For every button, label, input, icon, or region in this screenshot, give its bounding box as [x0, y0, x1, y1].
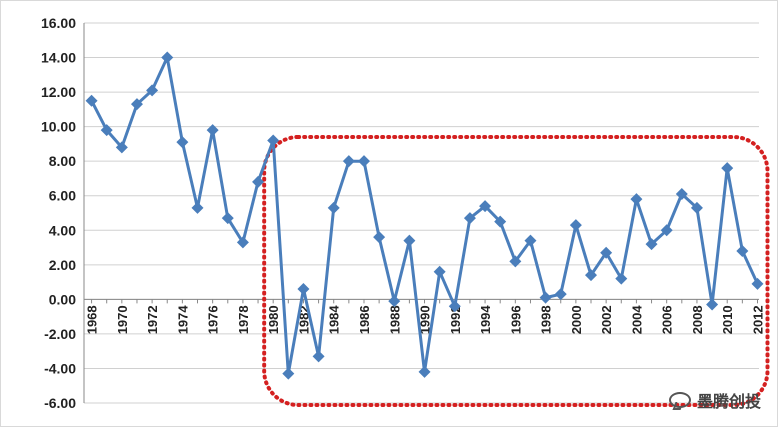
- y-tick-label: 0.00: [49, 291, 76, 307]
- series-layer: [85, 51, 764, 380]
- data-point-marker: [342, 155, 355, 168]
- data-point-marker: [100, 124, 113, 137]
- data-point-marker: [146, 84, 159, 97]
- data-point-marker: [373, 231, 386, 244]
- data-point-marker: [524, 234, 537, 247]
- data-point-marker: [130, 98, 143, 111]
- data-point-marker: [554, 288, 567, 301]
- x-tick-label: 1992: [448, 305, 463, 334]
- data-point-marker: [675, 188, 688, 200]
- y-axis-ticks: 16.00 14.00 12.00 10.00 8.00 6.00 4.00 2.00 0.00…: [41, 15, 76, 411]
- x-tick-label: 2012: [750, 305, 765, 334]
- data-point-marker: [585, 269, 598, 282]
- data-point-marker: [312, 350, 325, 363]
- data-point-marker: [615, 272, 628, 285]
- data-point-marker: [161, 51, 174, 64]
- x-tick-label: 1990: [418, 305, 433, 334]
- x-tick-label: 1998: [539, 305, 554, 334]
- data-point-marker: [509, 255, 522, 268]
- x-tick-label: 1970: [115, 305, 130, 334]
- x-axis-ticks: 1968 1970 1972 1974 1976 1978 1980 1982 1984 1986…: [85, 299, 765, 335]
- data-point-marker: [252, 175, 265, 188]
- data-point-marker: [751, 277, 764, 290]
- data-point-marker: [721, 162, 734, 175]
- x-tick-label: 2004: [629, 305, 644, 335]
- data-point-marker: [690, 201, 703, 214]
- y-tick-label: 4.00: [49, 222, 76, 238]
- data-point-marker: [282, 367, 295, 380]
- data-point-marker: [630, 193, 643, 206]
- gridlines: [83, 22, 759, 404]
- data-point-marker: [176, 136, 189, 149]
- x-tick-label: 1978: [236, 305, 251, 334]
- data-point-marker: [706, 298, 719, 311]
- data-point-marker: [433, 265, 446, 278]
- y-tick-label: -6.00: [44, 395, 76, 411]
- data-point-marker: [191, 201, 204, 214]
- y-tick-label: 8.00: [49, 153, 76, 169]
- data-point-marker: [357, 155, 370, 168]
- y-tick-label: 12.00: [41, 84, 76, 100]
- data-point-marker: [85, 94, 98, 107]
- data-point-marker: [463, 212, 476, 225]
- data-point-marker: [645, 238, 658, 251]
- x-tick-label: 1980: [266, 305, 281, 334]
- y-tick-label: 6.00: [49, 188, 76, 204]
- y-tick-label: 14.00: [41, 50, 76, 66]
- data-point-marker: [600, 246, 613, 259]
- data-point-marker: [206, 124, 219, 137]
- x-tick-label: 1986: [357, 305, 372, 334]
- x-tick-label: 2008: [690, 305, 705, 334]
- data-point-marker: [388, 295, 401, 308]
- data-point-marker: [221, 212, 234, 225]
- x-tick-label: 2010: [720, 305, 735, 334]
- data-point-marker: [327, 201, 340, 214]
- data-point-marker: [569, 219, 582, 232]
- x-tick-label: 1996: [508, 305, 523, 334]
- x-tick-label: 1968: [85, 305, 100, 334]
- highlight-region: [262, 135, 770, 407]
- x-tick-label: 1976: [206, 305, 221, 334]
- data-point-marker: [115, 141, 128, 154]
- y-tick-label: -4.00: [44, 360, 76, 376]
- x-tick-label: 2006: [660, 305, 675, 334]
- x-tick-label: 1994: [478, 305, 493, 335]
- x-tick-label: 1984: [327, 305, 342, 335]
- x-tick-label: 2002: [599, 305, 614, 334]
- x-tick-label: 1974: [175, 305, 190, 335]
- highlight-box: [262, 135, 770, 407]
- data-point-marker: [539, 291, 552, 304]
- y-tick-label: 10.00: [41, 119, 76, 135]
- data-point-marker: [418, 365, 431, 378]
- data-point-marker: [448, 300, 461, 313]
- data-point-marker: [236, 236, 249, 249]
- y-tick-label: 16.00: [41, 15, 76, 31]
- y-tick-label: -2.00: [44, 326, 76, 342]
- wechat-icon: [668, 392, 691, 408]
- x-tick-label: 2000: [569, 305, 584, 334]
- data-point-marker: [494, 215, 507, 228]
- y-tick-label: 2.00: [49, 257, 76, 273]
- x-tick-label: 1988: [387, 305, 402, 334]
- data-point-marker: [267, 134, 280, 147]
- watermark-text: 墨腾创投: [696, 394, 761, 411]
- data-point-marker: [403, 234, 416, 247]
- data-point-marker: [297, 283, 310, 295]
- watermark: 墨腾创投: [668, 388, 761, 412]
- x-tick-label: 1972: [145, 305, 160, 334]
- data-point-marker: [479, 200, 492, 213]
- data-point-marker: [660, 224, 673, 237]
- data-point-marker: [736, 245, 749, 257]
